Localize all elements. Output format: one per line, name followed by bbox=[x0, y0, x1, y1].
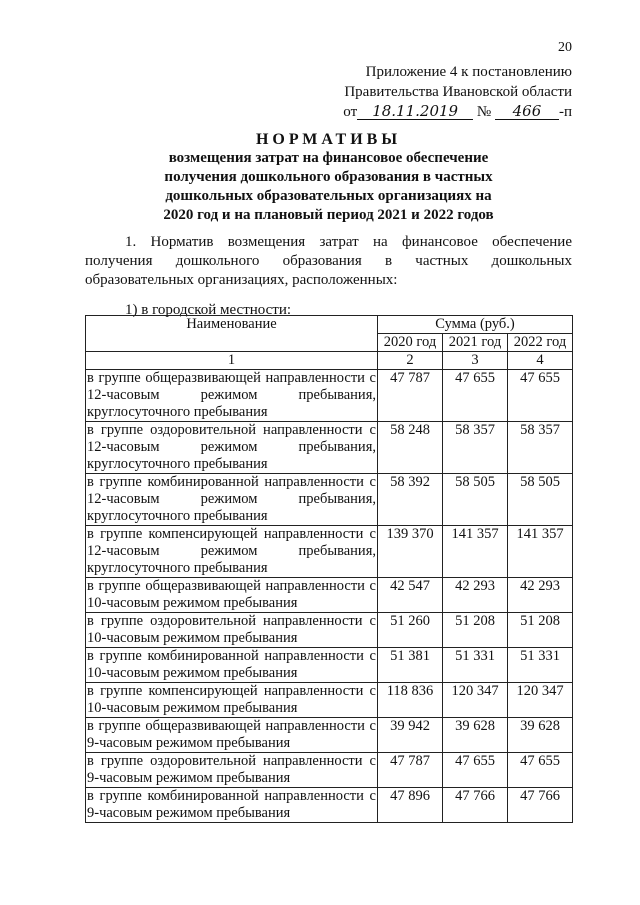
title-main: НОРМАТИВЫ bbox=[255, 131, 402, 148]
table-row: в группе оздоровительной направленности … bbox=[85, 752, 573, 788]
col-number: 2 bbox=[377, 351, 443, 370]
norms-table: Наименование Сумма (руб.) 2020 год 2021 … bbox=[85, 315, 573, 823]
header-row: Наименование Сумма (руб.) bbox=[85, 315, 573, 352]
row-value-2020: 58 392 bbox=[377, 473, 443, 526]
row-name: в группе общеразвивающей направленности … bbox=[85, 577, 378, 613]
row-value-2020: 42 547 bbox=[377, 577, 443, 613]
table-row: в группе компенсирующей направленности с… bbox=[85, 525, 573, 578]
row-value-2022: 47 655 bbox=[507, 752, 573, 788]
row-name: в группе комбинированной направленности … bbox=[85, 787, 378, 823]
row-value-2022: 120 347 bbox=[507, 682, 573, 718]
table-row: в группе комбинированной направленности … bbox=[85, 787, 573, 823]
row-value-2020: 139 370 bbox=[377, 525, 443, 578]
row-value-2020: 118 836 bbox=[377, 682, 443, 718]
number-label: № bbox=[476, 104, 492, 120]
row-name: в группе оздоровительной направленности … bbox=[85, 612, 378, 648]
row-value-2021: 39 628 bbox=[442, 717, 508, 753]
row-name: в группе оздоровительной направленности … bbox=[85, 421, 378, 474]
row-value-2022: 42 293 bbox=[507, 577, 573, 613]
table-row: в группе оздоровительной направленности … bbox=[85, 612, 573, 648]
year-2021: 2021 год bbox=[442, 333, 508, 352]
table-row: в группе комбинированной направленности … bbox=[85, 647, 573, 683]
row-value-2021: 58 505 bbox=[442, 473, 508, 526]
handwritten-number: 466 bbox=[494, 103, 559, 120]
title-subtitle: возмещения затрат на финансовое обеспече… bbox=[163, 150, 494, 223]
row-value-2021: 42 293 bbox=[442, 577, 508, 613]
subheading: 1) в городской местности: bbox=[125, 302, 292, 318]
header-name: Наименование bbox=[85, 315, 378, 352]
row-value-2021: 120 347 bbox=[442, 682, 508, 718]
row-value-2020: 47 787 bbox=[377, 752, 443, 788]
years-row: 2020 год 2021 год 2022 год bbox=[86, 333, 573, 352]
col-number: 1 bbox=[85, 351, 378, 370]
document-title: НОРМАТИВЫ возмещения затрат на финансово… bbox=[85, 130, 572, 225]
row-value-2021: 47 655 bbox=[442, 369, 508, 422]
appendix-line-2: Правительства Ивановской области bbox=[344, 84, 572, 100]
row-name: в группе общеразвивающей направленности … bbox=[85, 369, 378, 422]
col-number: 3 bbox=[442, 351, 508, 370]
row-value-2022: 58 505 bbox=[507, 473, 573, 526]
table-row: в группе комбинированной направленности … bbox=[85, 473, 573, 526]
row-value-2021: 51 208 bbox=[442, 612, 508, 648]
row-value-2022: 141 357 bbox=[507, 525, 573, 578]
col-number: 4 bbox=[507, 351, 573, 370]
row-value-2020: 51 260 bbox=[377, 612, 443, 648]
row-value-2020: 51 381 bbox=[377, 647, 443, 683]
table-row: в группе общеразвивающей направленности … bbox=[85, 717, 573, 753]
row-name: в группе оздоровительной направленности … bbox=[85, 752, 378, 788]
column-numbers-row: 1 2 3 4 bbox=[85, 351, 573, 370]
table-row: в группе компенсирующей направленности с… bbox=[85, 682, 573, 718]
paragraph-1: 1. Норматив возмещения затрат на финансо… bbox=[85, 234, 572, 288]
row-value-2022: 58 357 bbox=[507, 421, 573, 474]
table-row: в группе общеразвивающей направленности … bbox=[85, 577, 573, 613]
year-2020: 2020 год bbox=[377, 333, 443, 352]
row-value-2022: 47 766 bbox=[507, 787, 573, 823]
row-value-2021: 47 655 bbox=[442, 752, 508, 788]
number-suffix: -п bbox=[558, 104, 572, 120]
appendix-block: Приложение 4 к постановлению Правительст… bbox=[300, 62, 572, 122]
row-value-2022: 39 628 bbox=[507, 717, 573, 753]
row-value-2021: 58 357 bbox=[442, 421, 508, 474]
table-row: в группе оздоровительной направленности … bbox=[85, 421, 573, 474]
row-name: в группе компенсирующей направленности с… bbox=[85, 525, 378, 578]
row-value-2021: 51 331 bbox=[442, 647, 508, 683]
year-2022: 2022 год bbox=[507, 333, 573, 352]
row-name: в группе комбинированной направленности … bbox=[85, 647, 378, 683]
row-value-2020: 39 942 bbox=[377, 717, 443, 753]
row-name: в группе общеразвивающей направленности … bbox=[85, 717, 378, 753]
row-name: в группе комбинированной направленности … bbox=[85, 473, 378, 526]
row-value-2022: 51 208 bbox=[507, 612, 573, 648]
row-value-2022: 51 331 bbox=[507, 647, 573, 683]
row-value-2021: 141 357 bbox=[442, 525, 508, 578]
from-label: от bbox=[343, 104, 358, 120]
row-value-2022: 47 655 bbox=[507, 369, 573, 422]
handwritten-date: 18.11.2019 bbox=[357, 103, 474, 120]
row-value-2021: 47 766 bbox=[442, 787, 508, 823]
appendix-line-3: от 18.11.2019 № 466 -п bbox=[300, 102, 572, 122]
appendix-line-1: Приложение 4 к постановлению bbox=[365, 64, 572, 80]
row-name: в группе компенсирующей направленности с… bbox=[85, 682, 378, 718]
header-sum: Сумма (руб.) bbox=[377, 315, 573, 334]
row-value-2020: 47 896 bbox=[377, 787, 443, 823]
row-value-2020: 47 787 bbox=[377, 369, 443, 422]
row-value-2020: 58 248 bbox=[377, 421, 443, 474]
table-row: в группе общеразвивающей направленности … bbox=[85, 369, 573, 422]
page-number: 20 bbox=[558, 40, 572, 55]
